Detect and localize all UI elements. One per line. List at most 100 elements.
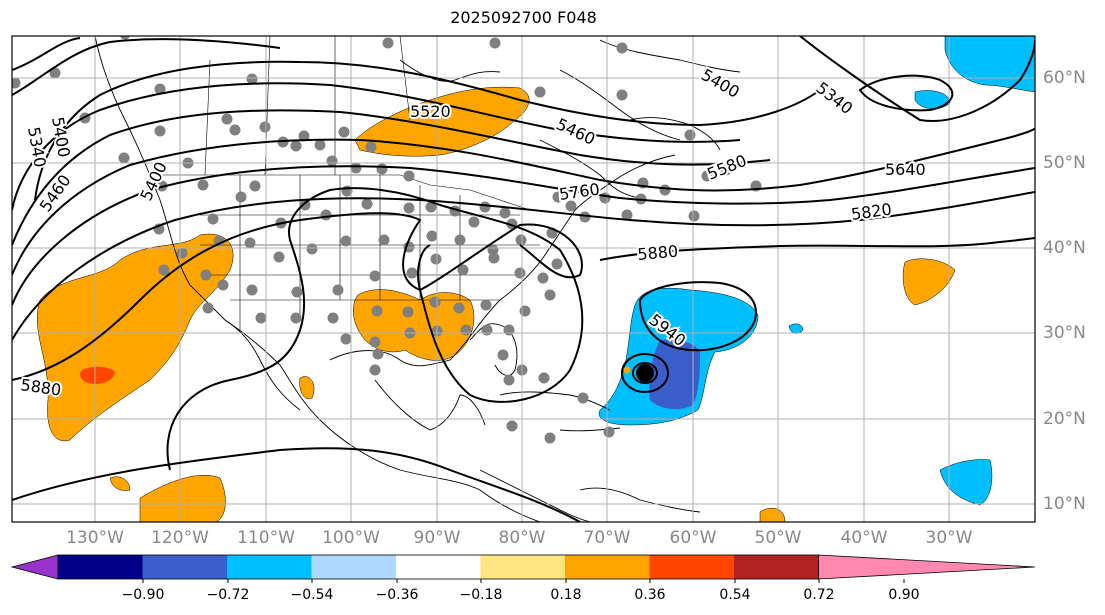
colorbar-tick: 0.54 [719,587,751,603]
colorbar-tick: −0.54 [290,587,334,603]
lat-label: 20°N [1043,409,1086,429]
lon-label: 120°W [151,528,209,548]
station-dot [259,121,271,133]
station-dot [221,113,233,125]
lon-label: 30°W [925,528,973,548]
negative-anomaly-regions [598,36,1035,506]
contour-label: 5640 [885,160,926,179]
station-dot [489,37,501,49]
contour-label: 5880 [637,242,679,264]
colorbar-segment [58,555,143,579]
hurricane-center-marker [636,364,654,382]
station-dot [378,234,390,246]
station-dot [229,124,241,136]
station-dot [503,324,515,336]
station-dot [577,392,589,404]
station-dot [499,207,511,219]
lon-label: 130°W [66,528,124,548]
station-dot [291,286,303,298]
lat-label: 40°N [1043,238,1086,258]
contour-label: 5460 [553,114,598,148]
station-dot [537,272,549,284]
station-dot [372,348,384,360]
station-dot [403,170,415,182]
station-dot [659,184,671,196]
station-dot [488,252,500,264]
station-dot [544,432,556,444]
station-dot [290,312,302,324]
colorbar-frame [57,554,819,580]
colorbar-segment [227,555,312,579]
height-contours [12,36,1035,522]
station-dot [376,163,388,175]
positive-anomaly-regions [36,86,956,522]
station-dot [235,191,247,203]
station-dot [213,235,225,247]
station-dot [154,83,166,95]
station-dot [519,305,531,317]
station-dot [369,270,381,282]
station-dot [544,289,556,301]
station-dot [453,302,465,314]
lat-label: 30°N [1043,323,1086,343]
station-dot [371,305,383,317]
station-dot [12,77,21,89]
station-dot [460,324,472,336]
station-dot [290,140,302,152]
station-dot [154,125,166,137]
colorbar-segment [565,555,650,579]
colorbar-tick: −0.18 [459,587,503,603]
station-dot [298,130,310,142]
station-dot [244,237,256,249]
colorbar [10,554,1036,583]
station-dot [551,258,563,270]
colorbar-segment [480,555,566,579]
station-dot [320,209,332,221]
contour-label: 5400 [136,159,170,204]
station-dot [552,191,564,203]
lon-label: 80°W [498,528,546,548]
contour-label: 5340 [24,125,50,168]
station-dot [326,155,338,167]
colorbar-extend-high [818,554,1036,580]
station-dot [503,374,515,386]
contour-label: 5520 [410,102,451,121]
station-dot [603,426,615,438]
colorbar-tick: −0.36 [375,587,419,603]
station-dot [176,247,188,259]
station-dot [340,333,352,345]
station-dot [217,279,229,291]
station-dot [382,37,394,49]
station-dot [361,198,373,210]
lon-label: 60°W [669,528,717,548]
colorbar-segment [142,555,228,579]
contour-label: 5400 [48,115,74,158]
station-dot [246,73,258,85]
station-dot [340,235,352,247]
colorbar-tick: −0.72 [206,587,250,603]
lat-label: 60°N [1043,68,1086,88]
station-dot [616,89,628,101]
colorbar-segment [734,555,819,579]
station-dot [429,296,441,308]
station-dot [468,216,480,228]
station-dot [118,152,130,164]
station-dot [246,284,258,296]
station-dot [506,420,518,432]
lon-label: 70°W [583,528,631,548]
colorbar-tick: 0.18 [550,587,582,603]
lon-label: 100°W [322,528,380,548]
station-dot [616,42,628,54]
station-dot [327,312,339,324]
colorbar-tick: 0.72 [803,587,835,603]
political-borders [160,36,540,330]
station-dot [480,299,492,311]
station-dot [369,364,381,376]
station-dot [538,372,550,384]
contour-label: 5400 [698,65,743,102]
station-dot [430,253,442,265]
colorbar-tick: 0.90 [888,587,920,603]
map-title: 2025092700 F048 [450,8,597,27]
station-dot [701,170,713,182]
